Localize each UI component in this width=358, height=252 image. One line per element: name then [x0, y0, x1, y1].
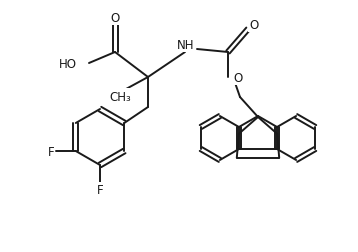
Text: O: O [250, 18, 258, 32]
Text: CH₃: CH₃ [109, 90, 131, 103]
Text: NH: NH [177, 38, 195, 51]
Text: F: F [97, 184, 103, 197]
Text: O: O [233, 71, 243, 84]
Text: F: F [48, 145, 54, 158]
Text: HO: HO [59, 57, 77, 70]
Text: O: O [110, 11, 120, 24]
